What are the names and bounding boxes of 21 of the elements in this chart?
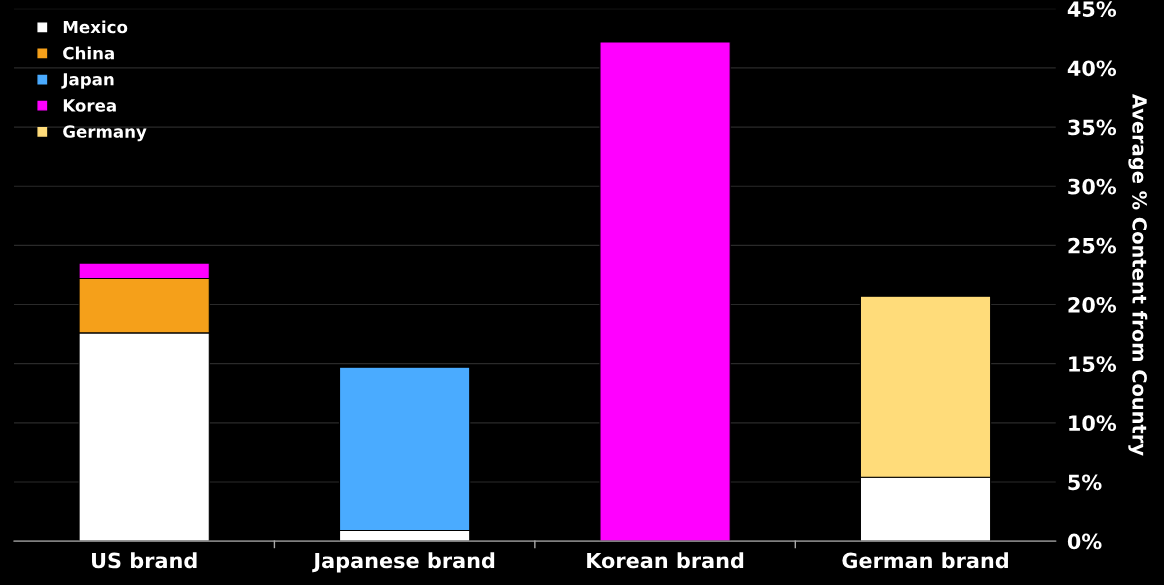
legend-label: Germany (63, 125, 147, 142)
y-tick-label: 25% (1068, 237, 1117, 254)
y-tick-label: 5% (1068, 474, 1102, 491)
y-tick-label: 35% (1068, 119, 1117, 136)
legend-label: China (63, 46, 114, 60)
y-tick-label: 10% (1069, 415, 1117, 432)
y-tick-label: 30% (1068, 178, 1117, 195)
y-axis-title: Average % Content from Country (1128, 93, 1148, 456)
y-tick-label: 45% (1067, 1, 1117, 17)
x-tick-label: Korean brand (587, 552, 744, 569)
y-tick-label: 40% (1067, 60, 1117, 77)
x-tick-label: Japanese brand (312, 552, 495, 573)
legend-label: Japan (61, 73, 114, 89)
legend-label: Korea (63, 99, 116, 112)
legend-label: Mexico (63, 20, 128, 34)
x-tick-label: German brand (842, 552, 1008, 569)
y-tick-label: 15% (1069, 356, 1117, 372)
bar (599, 41, 731, 542)
y-tick-label: 20% (1068, 296, 1117, 313)
x-tick-label: US brand (92, 552, 197, 569)
y-tick-label: 0% (1067, 533, 1102, 550)
